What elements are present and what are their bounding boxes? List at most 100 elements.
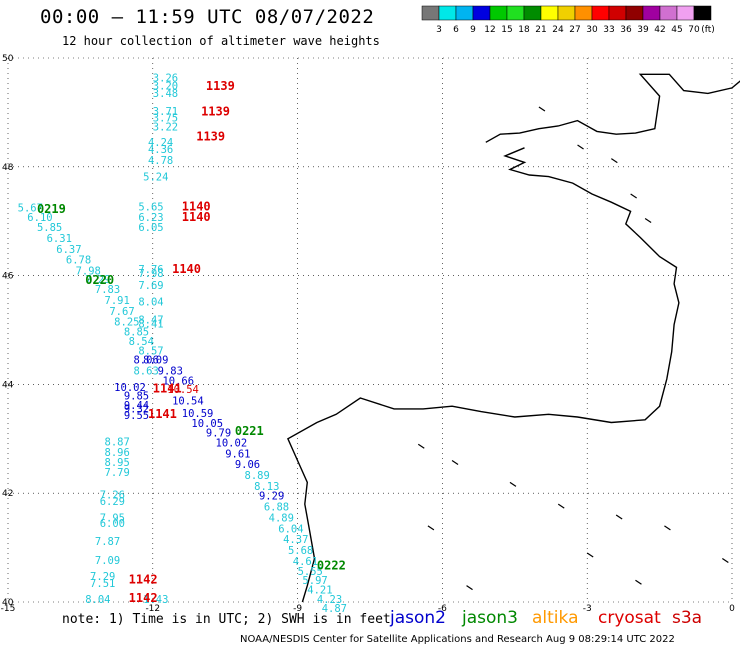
wave-height-label: 6.31	[47, 233, 72, 245]
wave-height-label: 9.06	[235, 459, 260, 471]
pass-time-label: 0221	[235, 424, 264, 438]
wave-height-label: 8.04	[138, 297, 163, 309]
colorbar-tick-label: 42	[654, 25, 665, 35]
wave-height-label: 6.78	[66, 255, 91, 267]
wave-height-label: 5.68	[288, 545, 313, 557]
colorbar-tick-label: 27	[569, 25, 580, 35]
colorbar-tick-label: 33	[603, 25, 614, 35]
coastline-fragment	[451, 460, 459, 466]
coastline-fragment	[722, 557, 729, 563]
wave-height-label: 6.37	[56, 244, 81, 256]
wave-height-label: 7.76	[138, 264, 163, 276]
wave-height-label: 8.09	[143, 355, 168, 367]
page-subtitle: 12 hour collection of altimeter wave hei…	[62, 34, 380, 48]
pass-time-label: 1139	[206, 79, 235, 93]
x-tick-label: -15	[1, 604, 16, 614]
pass-time-label: 1140	[182, 199, 211, 213]
map-panel: -15 -12 -9 -6 -3 0 50 48 46 44 42 40 3.263.203.48 3.7…	[1, 54, 740, 615]
wave-height-label: 3.48	[153, 88, 178, 100]
pass-time-label: 1141	[153, 382, 182, 396]
y-tick-label: 48	[2, 163, 14, 173]
wave-height-label: 5.24	[143, 171, 168, 183]
legend-jason2: jason2	[390, 608, 446, 628]
colorbar-tick-label: 18	[518, 25, 530, 35]
coastline-fragment	[664, 525, 671, 531]
wave-height-label: 8.87	[105, 436, 130, 448]
wave-height-label: 4.61	[293, 556, 318, 568]
wave-height-label: 9.29	[259, 491, 284, 503]
wave-height-label: 4.78	[148, 155, 173, 167]
coastline-fragment	[644, 217, 652, 223]
legend-jason3: jason3	[462, 608, 518, 628]
coastline-fragment	[577, 144, 584, 150]
coastline-fragment	[509, 481, 517, 487]
pass-time-label: 0219	[37, 202, 66, 216]
wave-height-label: 7.79	[105, 467, 130, 479]
coastline-fragment	[427, 525, 435, 531]
wave-height-label: 3.26	[153, 72, 178, 84]
pass-time-label: 0222	[317, 558, 346, 572]
wave-height-label: 7.98	[138, 268, 163, 280]
colorbar-tick-label: 21	[535, 25, 546, 35]
colorbar-tick-label: 15	[501, 25, 512, 35]
wave-height-label: 7.83	[95, 284, 120, 296]
wave-height-label: 6.04	[278, 523, 303, 535]
wave-height-label: 4.87	[322, 603, 347, 615]
wave-height-label: 8.85	[124, 326, 149, 338]
wave-height-label: 10.66	[162, 375, 194, 387]
colorbar-swatch	[693, 5, 712, 21]
wave-height-label: 7.91	[105, 295, 130, 307]
y-tick-label: 44	[2, 380, 14, 390]
pass-time-label: 1140	[172, 262, 201, 276]
wave-height-label: 8.41	[138, 318, 163, 330]
colorbar-tick-label: 30	[586, 25, 598, 35]
wave-height-label: 4.23	[317, 594, 342, 606]
pass-time-label: 1139	[201, 105, 230, 119]
map-gridlines	[7, 57, 733, 603]
pass-time-label: 0220	[85, 273, 114, 287]
wave-height-label: 7.69	[138, 280, 163, 292]
wave-height-label: 4.24	[148, 137, 173, 149]
wave-height-label: 6.10	[27, 212, 52, 224]
colorbar-tick-label: 3	[436, 25, 442, 35]
wave-height-label: 8.25	[114, 317, 139, 329]
wave-height-label: 9.83	[158, 366, 183, 378]
y-tick-label: 40	[2, 598, 14, 608]
wave-height-label: 7.26	[100, 490, 125, 502]
coastline-fragment	[635, 579, 642, 585]
x-tick-label: -6	[438, 604, 447, 614]
wave-height-label: 8.63	[133, 366, 158, 378]
wave-height-label: 6.00	[100, 518, 125, 530]
colorbar-tick-label: 6	[453, 25, 459, 35]
wave-height-label: 5.67	[18, 202, 43, 214]
coastline-fragment	[538, 106, 546, 112]
coastline-fragment	[611, 158, 618, 164]
wave-height-label: 10.02	[216, 437, 248, 449]
wave-height-label: 9.55	[124, 410, 149, 422]
colorbar-tick-label: 36	[620, 25, 632, 35]
wave-height-label: 4.36	[148, 144, 173, 156]
coastline-fragment	[417, 443, 425, 449]
wave-height-label: 10.02	[114, 382, 146, 394]
wave-height-label: 10.05	[191, 418, 223, 430]
colorbar-tick-label: 39	[637, 25, 649, 35]
x-tick-label: -9	[293, 604, 302, 614]
pass-time-label: 1142	[129, 591, 158, 605]
colorbar-unit-label: (ft)	[701, 25, 715, 35]
wave-height-label: 9.61	[225, 448, 250, 460]
colorbar-tick-label: 9	[470, 25, 476, 35]
y-tick-label: 50	[2, 54, 14, 64]
wave-height-label: 7.29	[90, 571, 115, 583]
legend-cryosat: cryosat	[598, 608, 661, 628]
coastline-north	[485, 73, 740, 143]
y-tick-label: 42	[2, 489, 13, 499]
page-title: 00:00 – 11:59 UTC 08/07/2022	[40, 6, 375, 28]
colorbar-tick-label: 45	[671, 25, 682, 35]
legend-s3a: s3a	[672, 608, 703, 628]
wave-height-label: 7.51	[90, 578, 115, 590]
pass-time-label: 1142	[129, 573, 158, 587]
pass-time-label: 1139	[196, 130, 225, 144]
wave-height-label: 8.54	[129, 336, 154, 348]
wave-height-label: 6.29	[100, 496, 125, 508]
